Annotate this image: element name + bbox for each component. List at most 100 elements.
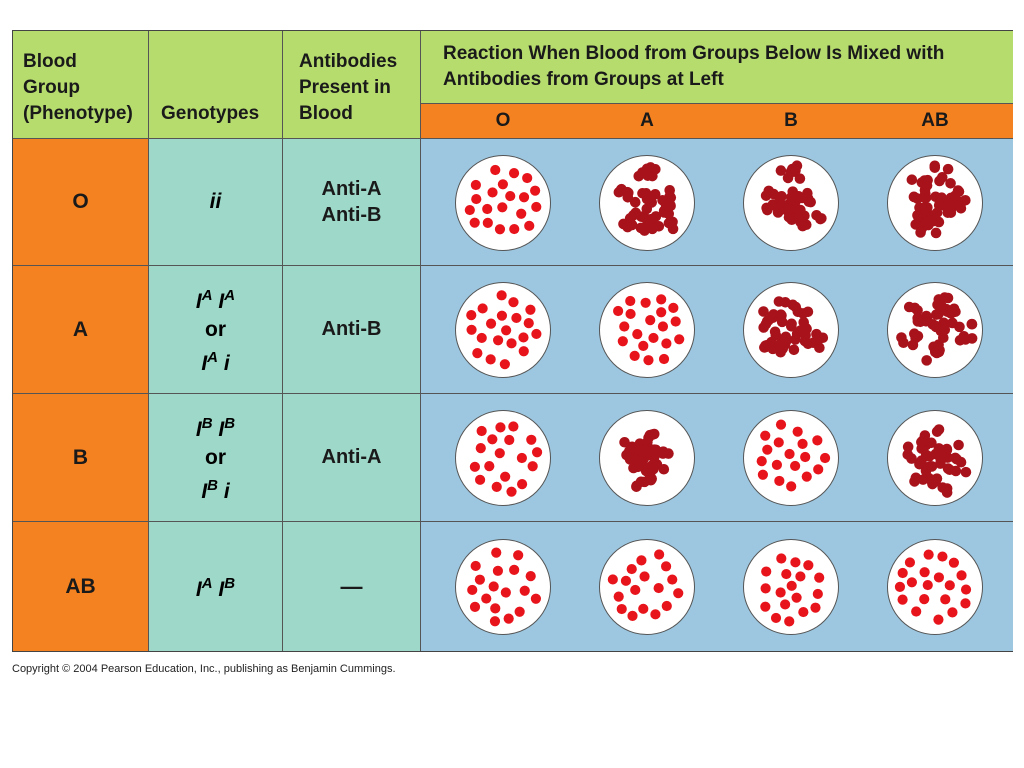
red-blood-cell <box>781 568 792 579</box>
reaction-group-label: AB <box>921 110 949 131</box>
clumped-blood-cell <box>761 202 772 213</box>
antibody-label: — <box>340 573 363 599</box>
genotype-text: IB IB or IB i <box>196 410 235 506</box>
genotype-cell-ab: IA IB <box>149 522 283 651</box>
red-blood-cell <box>469 601 481 612</box>
red-blood-cell <box>775 586 786 598</box>
clumped-blood-cell <box>649 188 661 200</box>
clumped-blood-cell <box>906 173 918 185</box>
clumped-blood-cell <box>947 317 958 329</box>
red-blood-cell <box>762 444 773 455</box>
red-blood-cell <box>471 193 482 204</box>
red-blood-cell <box>531 328 542 340</box>
red-blood-cell <box>464 204 475 215</box>
red-blood-cell <box>658 353 670 365</box>
clumped-blood-cell <box>795 325 806 336</box>
red-blood-cell <box>626 563 637 574</box>
header-antibodies-line3: Blood <box>299 103 353 124</box>
clumped-blood-cell <box>912 305 923 316</box>
red-blood-cell <box>814 572 825 583</box>
red-blood-cell <box>496 310 508 321</box>
unclumped-sample-disc <box>599 538 695 635</box>
clumped-blood-cell <box>926 437 937 449</box>
clumped-blood-cell <box>938 332 949 344</box>
red-blood-cell <box>897 567 908 578</box>
clumped-blood-cell <box>664 184 676 196</box>
header-antibodies-line1: Antibodies <box>299 51 398 72</box>
clumped-blood-cell <box>935 300 947 311</box>
clumped-blood-cell <box>815 213 826 224</box>
clumped-blood-cell <box>942 163 954 174</box>
red-blood-cell <box>530 593 541 604</box>
red-blood-cell <box>625 295 636 307</box>
clumped-blood-cell <box>786 318 797 330</box>
red-blood-cell <box>812 588 823 599</box>
red-blood-cell <box>516 208 527 219</box>
red-blood-cell <box>607 573 618 585</box>
clumped-blood-cell <box>960 334 971 345</box>
red-blood-cell <box>944 579 955 590</box>
red-blood-cell <box>948 557 959 568</box>
red-blood-cell <box>509 564 520 575</box>
red-blood-cell <box>774 475 785 487</box>
red-blood-cell <box>497 178 508 189</box>
red-blood-cell <box>947 606 958 617</box>
antibodies-cell-a: Anti-B <box>283 266 421 394</box>
red-blood-cell <box>518 346 529 357</box>
clumped-blood-cell <box>960 466 972 478</box>
header-genotypes: Genotypes <box>149 31 283 139</box>
red-blood-cell <box>674 334 685 345</box>
agglutinated-sample-disc <box>887 154 983 251</box>
red-blood-cell <box>484 461 495 472</box>
red-blood-cell <box>470 560 481 571</box>
clumped-blood-cell <box>763 185 775 196</box>
clumped-blood-cell <box>624 454 636 465</box>
agglutinated-sample-disc <box>887 282 983 378</box>
clumped-blood-cell <box>945 177 956 189</box>
red-blood-cell <box>474 574 485 585</box>
red-blood-cell <box>518 191 530 202</box>
clumped-blood-cell <box>758 306 769 317</box>
clumped-blood-cell <box>934 175 945 186</box>
phenotype-label: O <box>72 190 89 213</box>
red-blood-cell <box>508 297 519 308</box>
clumped-blood-cell <box>910 332 921 344</box>
clumped-blood-cell <box>920 187 931 199</box>
unclumped-sample-disc <box>887 538 983 635</box>
red-blood-cell <box>476 332 487 344</box>
red-blood-cell <box>640 297 651 308</box>
red-blood-cell <box>760 601 771 612</box>
red-blood-cell <box>491 547 502 558</box>
red-blood-cell <box>482 217 493 228</box>
genotype-or: or <box>205 445 226 469</box>
red-blood-cell <box>474 474 486 485</box>
red-blood-cell <box>812 435 823 446</box>
red-blood-cell <box>656 294 667 305</box>
clumped-blood-cell <box>631 480 642 492</box>
red-blood-cell <box>514 606 525 617</box>
header-genotypes-label: Genotypes <box>161 103 260 124</box>
red-blood-cell <box>661 600 672 611</box>
clumped-blood-cell <box>776 316 788 328</box>
clumped-blood-cell <box>922 201 933 213</box>
red-blood-cell <box>638 340 649 351</box>
red-blood-cell <box>525 304 536 315</box>
red-blood-cell <box>771 459 782 470</box>
red-blood-cell <box>493 335 504 346</box>
red-blood-cell <box>760 430 771 441</box>
clumped-blood-cell <box>785 165 797 177</box>
red-blood-cell <box>756 456 767 467</box>
clumped-blood-cell <box>786 191 797 203</box>
clumped-blood-cell <box>912 192 923 204</box>
red-blood-cell <box>770 612 782 623</box>
red-blood-cell <box>803 559 814 570</box>
red-blood-cell <box>790 460 801 472</box>
clumped-blood-cell <box>921 179 933 191</box>
red-blood-cell <box>668 302 679 313</box>
clumped-blood-cell <box>937 482 949 493</box>
unclumped-sample-disc <box>599 282 695 378</box>
red-blood-cell <box>776 552 787 564</box>
agglutinated-sample-disc <box>743 154 839 251</box>
red-blood-cell <box>505 190 516 201</box>
red-blood-cell <box>798 606 809 617</box>
